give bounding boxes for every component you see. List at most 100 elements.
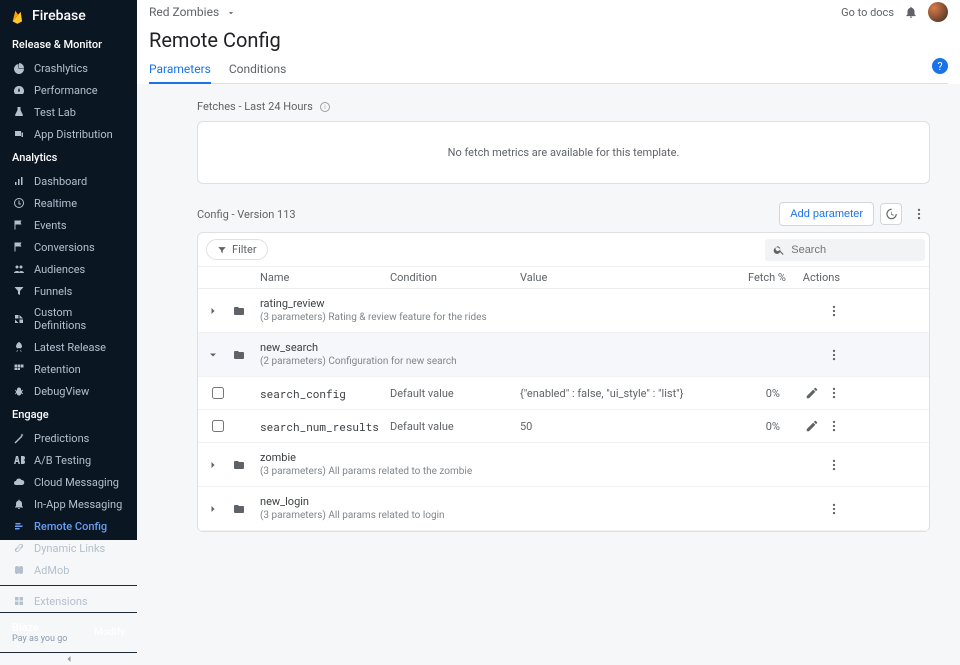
sidebar-item-debugview[interactable]: DebugView [0, 380, 137, 402]
param-row: search_num_resultsDefault value500% [198, 410, 929, 443]
sidebar-label: Realtime [34, 197, 77, 210]
sidebar-item-conversions[interactable]: Conversions [0, 236, 137, 258]
sidebar-item-extensions[interactable]: Extensions [0, 590, 137, 612]
row-menu-icon[interactable] [826, 418, 842, 434]
bars-icon [12, 174, 26, 188]
expand-toggle[interactable] [204, 302, 222, 320]
col-condition: Condition [390, 271, 520, 284]
sidebar-item-remote-config[interactable]: Remote Config [0, 515, 137, 537]
project-dropdown[interactable]: Red Zombies [149, 5, 236, 19]
tab-conditions[interactable]: Conditions [229, 58, 286, 83]
row-menu-icon[interactable] [826, 385, 842, 401]
sidebar-collapse-button[interactable] [0, 653, 137, 665]
tabs: Parameters Conditions ? [149, 58, 948, 84]
expand-toggle[interactable] [204, 500, 222, 518]
search-box[interactable] [765, 239, 925, 261]
edit-icon[interactable] [804, 418, 820, 434]
main: Red Zombies Go to docs Remote Config Par… [137, 0, 960, 540]
retention-icon [12, 362, 26, 376]
expand-toggle[interactable] [204, 346, 222, 364]
group-row: new_login(3 parameters) All params relat… [198, 487, 929, 531]
modify-plan-button[interactable]: Modify [94, 627, 125, 638]
history-icon[interactable] [880, 203, 902, 225]
brand-name: Firebase [32, 8, 86, 24]
flag-icon [12, 218, 26, 232]
sidebar-heading: Engage [0, 402, 137, 427]
sidebar-item-in-app-messaging[interactable]: In-App Messaging [0, 493, 137, 515]
sidebar-label: Dashboard [34, 175, 87, 188]
svg-text:i: i [324, 104, 326, 111]
group-row: rating_review(3 parameters) Rating & rev… [198, 289, 929, 333]
folder-icon [232, 349, 260, 361]
sidebar-label-extensions: Extensions [34, 595, 88, 608]
brand[interactable]: Firebase [0, 0, 137, 32]
sidebar-item-realtime[interactable]: Realtime [0, 192, 137, 214]
plan-box: Blaze Pay as you go Modify [0, 612, 137, 653]
group-info[interactable]: new_search(2 parameters) Configuration f… [260, 341, 730, 368]
sidebar-item-a-b-testing[interactable]: A/B Testing [0, 449, 137, 471]
sidebar-item-crashlytics[interactable]: Crashlytics [0, 57, 137, 79]
search-input[interactable] [791, 244, 917, 256]
cloud-icon [12, 475, 26, 489]
sidebar-heading: Release & Monitor [0, 32, 137, 57]
param-condition: Default value [390, 420, 520, 433]
sidebar-item-latest-release[interactable]: Latest Release [0, 336, 137, 358]
params-table: Filter Name Condition Value Fetch % Acti… [197, 232, 930, 532]
add-parameter-button[interactable]: Add parameter [779, 202, 874, 226]
row-checkbox[interactable] [212, 387, 224, 399]
metrics-card: No fetch metrics are available for this … [197, 121, 930, 184]
expand-toggle[interactable] [204, 456, 222, 474]
tab-parameters[interactable]: Parameters [149, 58, 211, 84]
fetches-label: Fetches - Last 24 Hours i [197, 100, 930, 113]
sidebar-item-app-distribution[interactable]: App Distribution [0, 123, 137, 145]
sidebar-item-dynamic-links[interactable]: Dynamic Links [0, 537, 137, 559]
row-menu-icon[interactable] [826, 501, 842, 517]
param-name[interactable]: search_config [260, 386, 390, 401]
sidebar-item-audiences[interactable]: Audiences [0, 258, 137, 280]
sidebar-item-performance[interactable]: Performance [0, 79, 137, 101]
sidebar-label: Dynamic Links [34, 542, 105, 555]
row-menu-icon[interactable] [826, 347, 842, 363]
row-menu-icon[interactable] [826, 457, 842, 473]
link-icon [12, 541, 26, 555]
devices-icon [12, 127, 26, 141]
avatar[interactable] [928, 2, 948, 22]
group-info[interactable]: rating_review(3 parameters) Rating & rev… [260, 297, 730, 324]
table-header: Name Condition Value Fetch % Actions [198, 267, 929, 289]
gauge-icon [12, 83, 26, 97]
config-header: Config - Version 113 Add parameter [197, 202, 930, 226]
help-icon[interactable]: ? [932, 58, 948, 74]
group-info[interactable]: zombie(3 parameters) All params related … [260, 451, 730, 478]
flag-icon [12, 240, 26, 254]
sidebar-label: Latest Release [34, 341, 106, 354]
row-menu-icon[interactable] [826, 303, 842, 319]
col-name: Name [260, 271, 390, 284]
edit-icon[interactable] [804, 385, 820, 401]
sidebar-label: Performance [34, 84, 98, 97]
sidebar-item-custom-definitions[interactable]: Custom Definitions [0, 302, 137, 336]
param-name[interactable]: search_num_results [260, 419, 390, 434]
row-checkbox[interactable] [212, 420, 224, 432]
sidebar-item-admob[interactable]: AdMob [0, 559, 137, 581]
sidebar-item-dashboard[interactable]: Dashboard [0, 170, 137, 192]
sidebar-item-predictions[interactable]: Predictions [0, 427, 137, 449]
col-fetch: Fetch % [730, 271, 786, 284]
bug-icon [12, 384, 26, 398]
sidebar-item-retention[interactable]: Retention [0, 358, 137, 380]
info-icon[interactable]: i [319, 101, 331, 113]
filter-button[interactable]: Filter [206, 239, 268, 260]
extensions-icon [12, 594, 26, 608]
notifications-icon[interactable] [904, 5, 918, 19]
overflow-menu-icon[interactable] [908, 203, 930, 225]
sidebar-label: A/B Testing [34, 454, 91, 467]
go-to-docs-link[interactable]: Go to docs [841, 6, 894, 19]
sidebar-item-test-lab[interactable]: Test Lab [0, 101, 137, 123]
col-actions: Actions [786, 271, 846, 284]
sidebar-label: Test Lab [34, 106, 76, 119]
group-info[interactable]: new_login(3 parameters) All params relat… [260, 495, 730, 522]
param-fetch: 0% [730, 420, 786, 433]
sidebar-item-funnels[interactable]: Funnels [0, 280, 137, 302]
sidebar-item-cloud-messaging[interactable]: Cloud Messaging [0, 471, 137, 493]
page-title: Remote Config [149, 28, 948, 52]
sidebar-item-events[interactable]: Events [0, 214, 137, 236]
